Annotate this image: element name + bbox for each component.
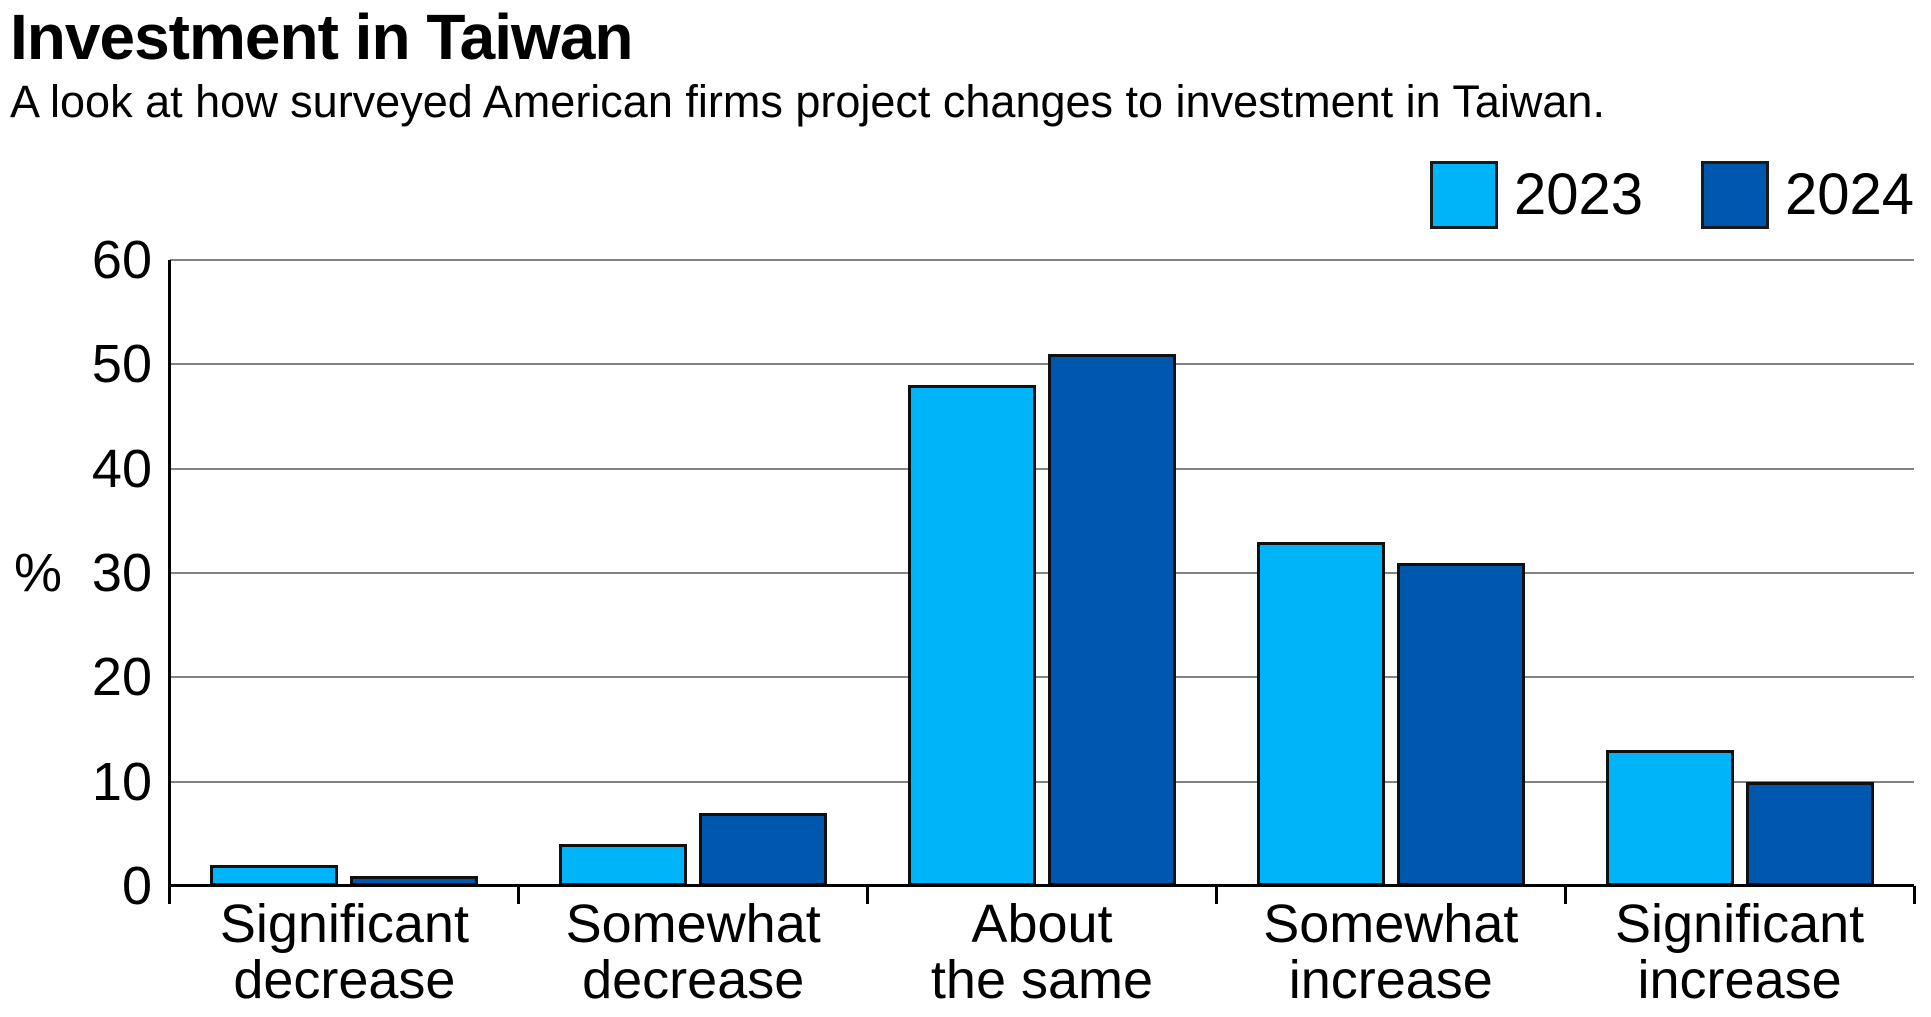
x-axis-tick	[1214, 886, 1218, 904]
x-category-label-somewhat-increase: Somewhat increase	[1263, 894, 1519, 1010]
y-tick-label-0: 0	[121, 856, 152, 916]
legend-swatch-2024	[1700, 161, 1769, 229]
bar-2024-about-the-same	[1048, 353, 1176, 886]
legend-entry-2024: 2024	[1700, 161, 1914, 229]
y-axis-unit-label: %	[14, 543, 63, 603]
gridline-40	[170, 467, 1914, 470]
bar-2024-somewhat-increase	[1396, 562, 1525, 886]
gridline-20	[170, 676, 1914, 679]
bar-2023-somewhat-decrease	[559, 844, 688, 886]
y-tick-label-50: 50	[91, 334, 152, 395]
bar-2023-somewhat-increase	[1256, 541, 1385, 886]
legend-label-2024: 2024	[1784, 162, 1914, 227]
legend: 2023 2024	[1429, 161, 1914, 229]
y-tick-label-30: 30	[91, 543, 152, 603]
bar-2024-somewhat-decrease	[699, 812, 828, 886]
bar-2024-significant-increase	[1745, 781, 1874, 886]
legend-entry-2023: 2023	[1429, 161, 1643, 229]
bar-2023-significant-increase	[1605, 750, 1734, 886]
gridline-10	[170, 780, 1914, 783]
x-category-label-significant-increase: Significant increase	[1615, 894, 1865, 1010]
x-category-label-significant-decrease: Significant decrease	[219, 894, 469, 1010]
legend-swatch-2023	[1429, 161, 1498, 229]
y-tick-label-20: 20	[91, 647, 152, 708]
y-tick-label-40: 40	[91, 438, 152, 499]
chart-title: Investment in Taiwan	[10, 1, 633, 73]
x-axis-tick	[517, 886, 521, 904]
gridline-60	[170, 259, 1914, 261]
x-axis-tick	[866, 886, 870, 904]
y-tick-label-60: 60	[91, 230, 152, 290]
gridline-50	[170, 363, 1914, 366]
x-axis-tick	[1563, 886, 1567, 904]
y-axis-line	[168, 260, 171, 904]
plot-area	[168, 259, 1916, 904]
bar-2023-about-the-same	[908, 385, 1036, 886]
x-category-label-somewhat-decrease: Somewhat decrease	[565, 894, 821, 1010]
x-axis-tick	[1912, 886, 1916, 904]
chart-subtitle: A look at how surveyed American firms pr…	[10, 76, 1605, 127]
x-axis-line	[170, 884, 1914, 887]
bar-2023-significant-decrease	[210, 865, 339, 886]
y-tick-label-10: 10	[91, 751, 152, 812]
gridline-30	[170, 572, 1914, 574]
legend-label-2023: 2023	[1513, 162, 1643, 227]
x-category-label-about-the-same: About the same	[930, 894, 1154, 1010]
